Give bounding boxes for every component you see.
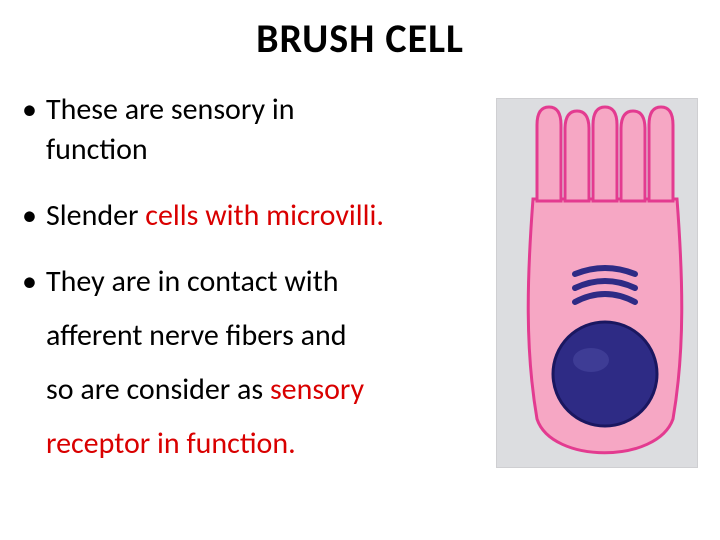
text-run: receptor in function. <box>46 425 296 462</box>
text-run: These are sensory in <box>46 91 294 128</box>
page-title: BRUSH CELL <box>0 0 720 63</box>
list-item-line: function <box>46 130 482 170</box>
list-item: Slender cells with microvilli. <box>22 196 482 236</box>
list-item: These are sensory infunction <box>22 90 482 170</box>
bullet-list: These are sensory infunction Slender cell… <box>22 90 482 464</box>
list-item: They are in contact with afferent nerve f… <box>22 262 482 464</box>
list-item-line: They are in contact with <box>46 262 482 302</box>
brush-cell-figure <box>496 98 698 468</box>
text-run: function <box>46 131 148 168</box>
text-run: cells with microvilli. <box>145 197 384 234</box>
list-item-line: These are sensory in <box>46 90 482 130</box>
text-run: so are consider as <box>46 371 270 408</box>
text-run: They are in contact with <box>46 263 339 300</box>
list-item-line: so are consider as sensory <box>46 370 482 410</box>
list-item-line: afferent nerve fibers and <box>46 316 482 356</box>
text-run: Slender <box>46 197 145 234</box>
text-run: sensory <box>270 371 364 408</box>
list-item-line: Slender cells with microvilli. <box>46 196 482 236</box>
brush-cell-svg <box>497 99 698 468</box>
list-item-line: receptor in function. <box>46 424 482 464</box>
bullet-list-container: These are sensory infunction Slender cell… <box>22 90 482 490</box>
text-run: afferent nerve fibers and <box>46 317 347 354</box>
